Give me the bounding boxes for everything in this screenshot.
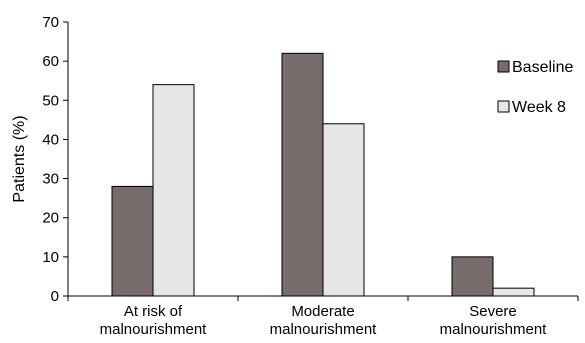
y-tick-label: 30 xyxy=(42,171,59,188)
bar-week-8 xyxy=(322,123,365,297)
bar-baseline xyxy=(281,52,324,297)
y-tick-label: 60 xyxy=(42,53,59,70)
y-axis-label: Patients (%) xyxy=(11,115,28,202)
x-tick-label: At risk of malnourishment xyxy=(100,303,208,338)
y-tick-label: 10 xyxy=(42,249,59,266)
y-tick-label: 70 xyxy=(42,14,59,31)
legend-swatch xyxy=(497,100,510,113)
legend-swatch xyxy=(497,60,510,73)
y-axis: 0 10 20 30 40 50 60 70 xyxy=(42,14,69,305)
x-tick-label: Moderate malnourishment xyxy=(270,303,378,338)
legend-label: Week 8 xyxy=(512,99,566,116)
bars xyxy=(111,52,535,297)
legend: Baseline Week 8 xyxy=(497,59,573,116)
bar-baseline xyxy=(111,185,154,297)
y-tick-label: 40 xyxy=(42,131,59,148)
bar-baseline xyxy=(451,256,494,297)
bar-week-8 xyxy=(492,287,535,297)
y-tick-label: 0 xyxy=(51,288,59,305)
x-axis: At risk of malnourishment Moderate malnouri… xyxy=(67,295,579,338)
legend-label: Baseline xyxy=(512,59,573,76)
bar-week-8 xyxy=(152,84,195,297)
x-tick-label: Severe malnourishment xyxy=(440,303,548,338)
y-tick-label: 50 xyxy=(42,92,59,109)
y-tick-label: 20 xyxy=(42,210,59,227)
